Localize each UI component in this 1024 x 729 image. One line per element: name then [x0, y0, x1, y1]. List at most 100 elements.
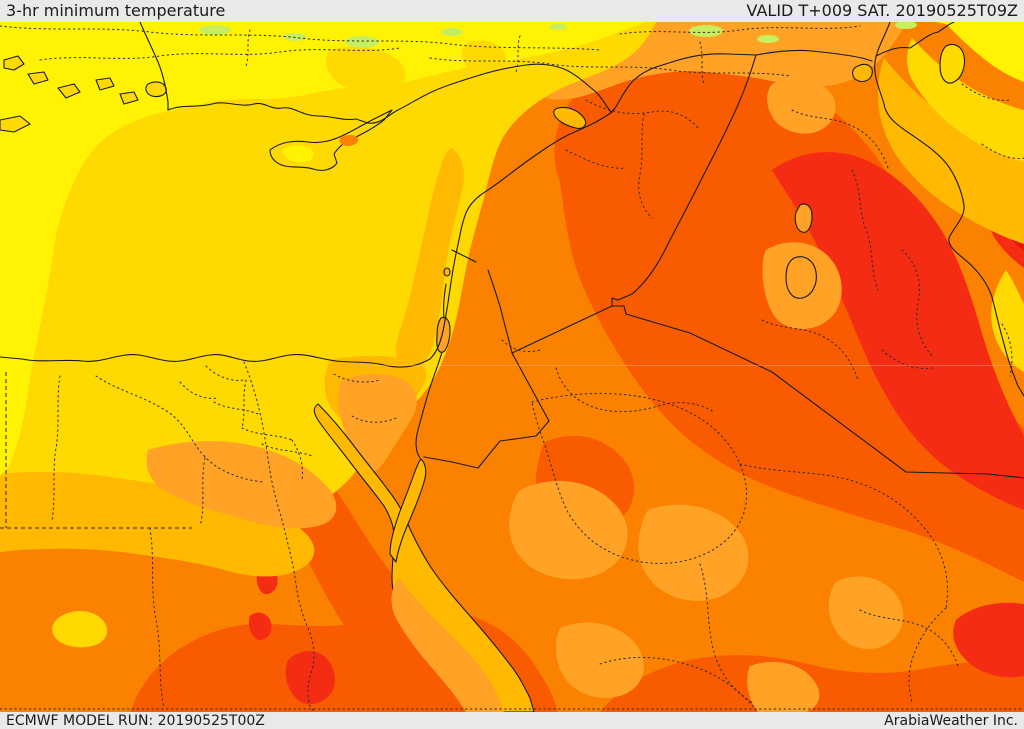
lake-van: [852, 63, 873, 83]
provider-credit-label: ArabiaWeather Inc.: [884, 712, 1018, 729]
admin-saudi-2: [739, 463, 948, 609]
aqaba-gulf: [389, 458, 427, 563]
fill-levant-amber-band: [395, 148, 464, 372]
admin-jordan-1: [501, 339, 541, 353]
fill-turkey-lemon: [0, 22, 645, 476]
admin-egypt-west-1: [95, 375, 265, 483]
admin-iran-2: [981, 143, 1024, 159]
green-cool-patches: [199, 22, 917, 48]
green-patch: [441, 28, 463, 36]
fill-se-corner-red: [953, 602, 1024, 678]
admin-saudi-4: [859, 609, 959, 667]
admin-iraq-5: [881, 349, 933, 369]
fill-turkey-gold-patch-2: [461, 40, 507, 75]
admin-nile-delta-3: [241, 427, 293, 441]
render-artifact-line: [360, 365, 1024, 366]
admin-boundaries: [0, 25, 1024, 712]
admin-turkey-3: [429, 57, 791, 77]
fill-sinai-light-orange: [338, 374, 417, 474]
admin-iran-1: [961, 83, 1013, 101]
admin-syria-1: [585, 99, 701, 131]
lake-urmia: [939, 43, 966, 84]
aegean-island-1: [3, 55, 25, 71]
turkey-ne-border: [875, 22, 955, 57]
fill-mediterranean-gold: [0, 22, 656, 548]
valid-time-label: VALID T+009 SAT. 20190525T09Z: [746, 1, 1018, 20]
cyprus-lemon-patch: [282, 145, 314, 163]
dead-sea: [436, 316, 451, 353]
nile-river: [243, 361, 315, 712]
admin-iraq-3: [901, 249, 933, 357]
admin-nile-delta-7: [179, 381, 219, 399]
jordan-iraq-border: [511, 305, 613, 354]
admin-nile-delta-1: [205, 365, 245, 381]
fill-south-red-sea-light-orange: [391, 578, 504, 712]
wadi-araba-border: [415, 351, 443, 459]
islands: [0, 55, 393, 171]
aegean-island-3: [57, 83, 81, 99]
fill-nw-iraq-light-orange: [767, 77, 836, 134]
fill-turkey-gold-patch-1: [325, 46, 406, 93]
admin-iraq-4: [761, 319, 859, 381]
admin-jordan-2: [555, 367, 715, 413]
sea-of-galilee: [443, 267, 451, 277]
fill-saudi-light-orange-1: [509, 480, 628, 580]
fill-saudi-light-orange-4: [556, 622, 644, 698]
fill-iraq-red: [772, 152, 1024, 510]
admin-egypt-west-2: [51, 375, 61, 521]
admin-nile-delta-6: [291, 439, 303, 481]
syria-iraq-border: [617, 54, 757, 301]
header-bar: 3-hr minimum temperature VALID T+009 SAT…: [0, 0, 1024, 22]
iraq-saudi-border: [625, 313, 1024, 479]
water-bodies: [313, 43, 966, 712]
syria-jordan-border: [487, 269, 513, 354]
admin-saudi-6: [908, 607, 947, 703]
fill-saudi-light-orange-2: [638, 504, 749, 601]
temperature-field: [0, 22, 1024, 712]
admin-nile-delta-2: [241, 379, 247, 429]
green-patch: [345, 36, 379, 48]
admin-nile-delta-5: [261, 443, 313, 457]
jordan-iraq-saudi-notch: [611, 297, 627, 315]
admin-saudi-1: [531, 392, 747, 564]
admin-turkey-7: [699, 41, 705, 85]
admin-turkey-2: [39, 47, 401, 61]
jordan-saudi-zigzag-border: [423, 352, 550, 469]
fill-ne-corner-amber: [878, 58, 1024, 244]
admin-syria-2: [638, 113, 653, 219]
fill-ne-corner-lemon: [936, 22, 1024, 82]
lake-tharthar: [794, 203, 813, 233]
admin-egypt-west-3: [199, 457, 206, 527]
map-title: 3-hr minimum temperature: [6, 1, 226, 20]
levant-and-egypt-coast: [0, 111, 613, 368]
map-area: [0, 22, 1024, 712]
green-patch: [895, 22, 917, 29]
aegean-island-4: [95, 77, 115, 91]
iran-border: [874, 22, 1024, 397]
green-patch: [757, 35, 779, 43]
aegean-island-6: [0, 115, 31, 133]
fill-saudi-light-orange-5: [747, 661, 820, 712]
temperature-map-canvas: [0, 22, 1024, 712]
turkey-south-coast-and-syria-border: [167, 49, 873, 124]
lake-assad: [553, 106, 587, 129]
admin-saudi-5: [599, 657, 757, 711]
aegean-island-5: [119, 91, 139, 105]
fill-ne-corner-gold: [907, 38, 1024, 162]
fill-egypt-amber-band: [0, 471, 315, 577]
footer-bar: ECMWF MODEL RUN: 20190525T00Z ArabiaWeat…: [0, 712, 1024, 729]
green-patch: [689, 25, 723, 37]
rhodes-island: [145, 81, 167, 98]
model-run-label: ECMWF MODEL RUN: 20190525T00Z: [6, 712, 265, 729]
admin-iran-3: [1001, 323, 1013, 377]
admin-syria-3: [565, 149, 627, 169]
turkey-west-coast: [139, 22, 169, 111]
fill-egypt-mid-light-orange: [146, 441, 337, 529]
aegean-island-2: [27, 71, 49, 85]
lake-razzaza: [785, 256, 817, 299]
admin-turkey-1: [0, 25, 601, 51]
country-borders: [0, 22, 1024, 479]
green-patch: [549, 24, 567, 30]
cyprus-orange-patch: [339, 135, 359, 146]
